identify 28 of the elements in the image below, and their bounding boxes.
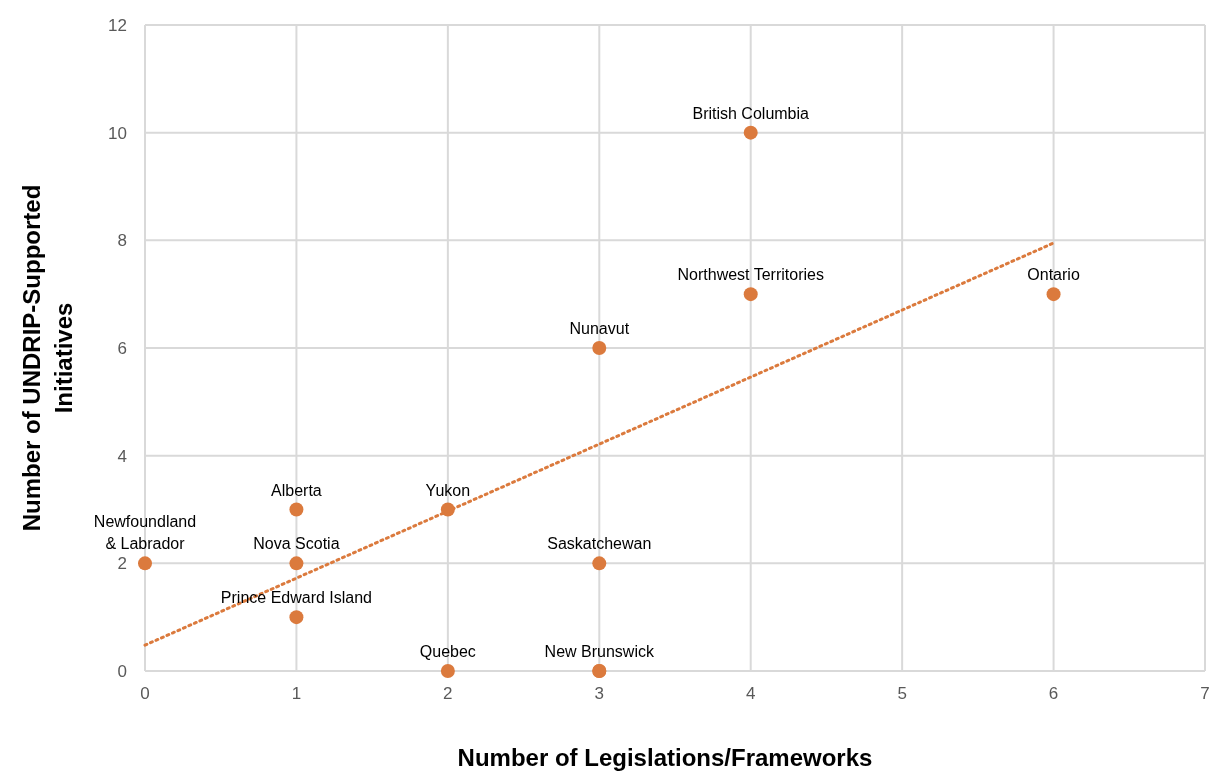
y-tick-label: 2 — [117, 554, 127, 574]
annotation: Saskatchewan — [547, 535, 652, 553]
annotation: Northwest Territories — [677, 266, 824, 284]
x-tick-label: 6 — [1048, 684, 1059, 703]
x-tick-label: 0 — [140, 684, 150, 703]
y-tick-label: 10 — [108, 123, 127, 143]
annotation: Nova Scotia — [253, 535, 340, 553]
annotation: Newfoundland & Labrador — [93, 513, 197, 553]
x-tick-label: 4 — [745, 684, 756, 703]
y-tick-label: 8 — [117, 231, 127, 251]
y-axis-title: Number of UNDRIP-Supported Initiatives — [18, 184, 77, 532]
y-tick-label: 0 — [117, 662, 127, 681]
x-tick-label: 5 — [897, 684, 907, 703]
x-axis-title: Number of Legislations/Frameworks — [457, 744, 873, 771]
y-tick-label: 12 — [108, 16, 127, 35]
y-tick-label: 4 — [117, 446, 127, 466]
x-tick-label: 1 — [291, 684, 302, 703]
annotation: Ontario — [1027, 266, 1080, 284]
y-tick-label: 6 — [117, 339, 127, 358]
annotation: Nunavut — [569, 320, 630, 337]
x-tick-label: 2 — [443, 684, 453, 703]
x-tick-label: 3 — [594, 684, 605, 703]
annotation: Quebec — [419, 643, 476, 660]
x-tick-label: 7 — [1200, 684, 1210, 703]
annotation: British Columbia — [692, 104, 810, 122]
annotation: Alberta — [271, 481, 322, 499]
annotation: New Brunswick — [544, 643, 655, 660]
annotation: Yukon — [425, 481, 471, 499]
